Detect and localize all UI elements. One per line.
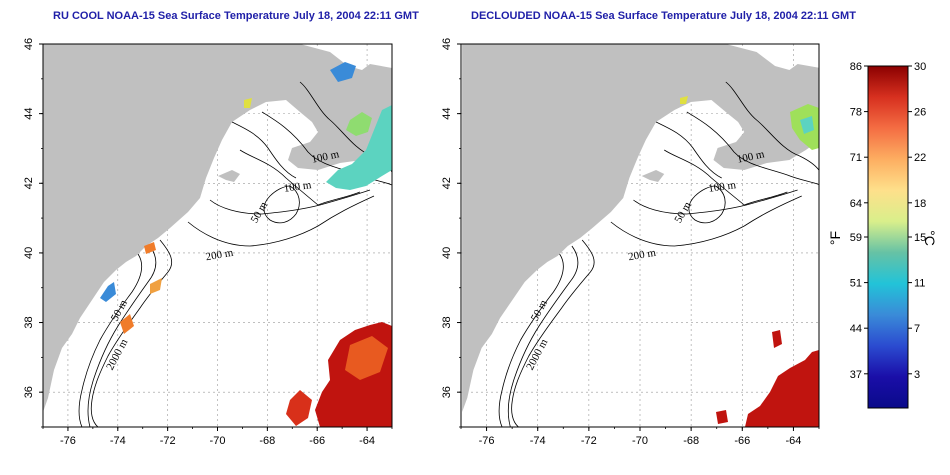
colorbar: 86 78 71 64 59 51 44 37 30 26 22 18 15 11 7 3 °F °C	[827, 61, 938, 409]
map-panel-declouded: -76 -74 -72 -70 -68 -66 -64 36 38 40 42 44 46 100 m…	[441, 38, 820, 447]
x-tick-label: -68	[683, 435, 699, 447]
contour-label: 100 m	[708, 179, 738, 195]
colorbar-gradient	[867, 65, 909, 409]
x-tick-label: -72	[160, 435, 176, 447]
fahrenheit-tick-label: 78	[850, 107, 862, 119]
x-tick-label: -64	[359, 435, 375, 447]
fahrenheit-tick-label: 51	[850, 278, 862, 290]
x-tick-label: -76	[60, 435, 76, 447]
fahrenheit-tick-label: 71	[850, 152, 862, 164]
y-tick-label: 36	[441, 386, 453, 398]
y-tick-label: 38	[441, 316, 453, 328]
x-tick-label: -70	[210, 435, 226, 447]
contour-label: 200 m	[205, 247, 235, 264]
y-tick-label: 44	[23, 108, 35, 120]
y-tick-label: 46	[441, 38, 453, 50]
x-tick-label: -72	[581, 435, 597, 447]
sst-pixels	[100, 62, 392, 427]
x-tick-label: -64	[785, 435, 801, 447]
x-tick-label: -74	[110, 435, 126, 447]
y-tick-label: 40	[23, 247, 35, 259]
cape-cod	[218, 170, 240, 182]
bathymetry-contours	[498, 81, 819, 427]
y-tick-label: 38	[23, 316, 35, 328]
x-tick-label: -76	[479, 435, 495, 447]
y-tick-label: 42	[23, 177, 35, 189]
y-tick-label: 44	[441, 108, 453, 120]
y-tick-label: 46	[23, 38, 35, 50]
map-panel-raw: -76 -74 -72 -70 -68 -66 -64 36 38 40 42 44 46 100 m…	[23, 38, 393, 447]
celsius-tick-label: 7	[914, 323, 920, 335]
celsius-unit-label: °C	[922, 230, 938, 246]
y-tick-label: 42	[441, 177, 453, 189]
x-tick-label: -70	[632, 435, 648, 447]
celsius-tick-label: 30	[914, 61, 926, 73]
fahrenheit-tick-label: 59	[850, 232, 862, 244]
celsius-tick-label: 22	[914, 152, 926, 164]
celsius-tick-label: 11	[914, 278, 925, 290]
y-tick-label: 36	[23, 386, 35, 398]
contour-label: 100 m	[736, 148, 766, 166]
x-tick-label: -66	[309, 435, 325, 447]
x-tick-label: -68	[259, 435, 275, 447]
celsius-tick-label: 3	[914, 369, 920, 381]
fahrenheit-tick-label: 86	[850, 61, 862, 73]
celsius-tick-label: 26	[914, 107, 926, 119]
x-tick-label: -74	[530, 435, 546, 447]
map-title-raw: RU COOL NOAA-15 Sea Surface Temperature …	[53, 10, 419, 22]
celsius-tick-label: 15	[914, 232, 926, 244]
y-tick-label: 40	[441, 247, 453, 259]
contour-label: 200 m	[627, 247, 657, 264]
fahrenheit-tick-label: 44	[850, 323, 862, 335]
celsius-tick-label: 18	[914, 198, 926, 210]
fahrenheit-tick-label: 37	[850, 369, 862, 381]
contour-label: 100 m	[311, 148, 341, 166]
fahrenheit-tick-label: 64	[850, 198, 862, 210]
sst-pixels	[680, 96, 819, 427]
land-mass	[43, 44, 392, 412]
map-title-declouded: DECLOUDED NOAA-15 Sea Surface Temperatur…	[471, 10, 856, 22]
land-mass	[462, 44, 819, 412]
x-tick-label: -66	[734, 435, 750, 447]
fahrenheit-unit-label: °F	[827, 231, 843, 245]
contour-label: 100 m	[283, 179, 313, 195]
